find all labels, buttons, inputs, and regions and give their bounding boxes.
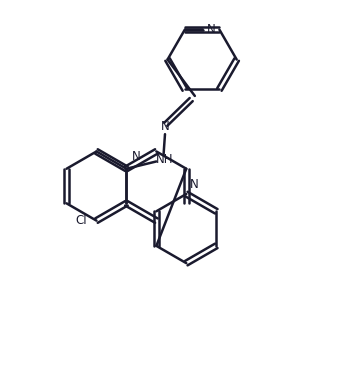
Text: N: N [161, 120, 170, 133]
Text: Cl: Cl [76, 214, 87, 227]
Text: NH: NH [156, 153, 173, 166]
Text: N: N [190, 178, 199, 191]
Text: N: N [131, 150, 140, 163]
Text: N: N [207, 23, 215, 36]
